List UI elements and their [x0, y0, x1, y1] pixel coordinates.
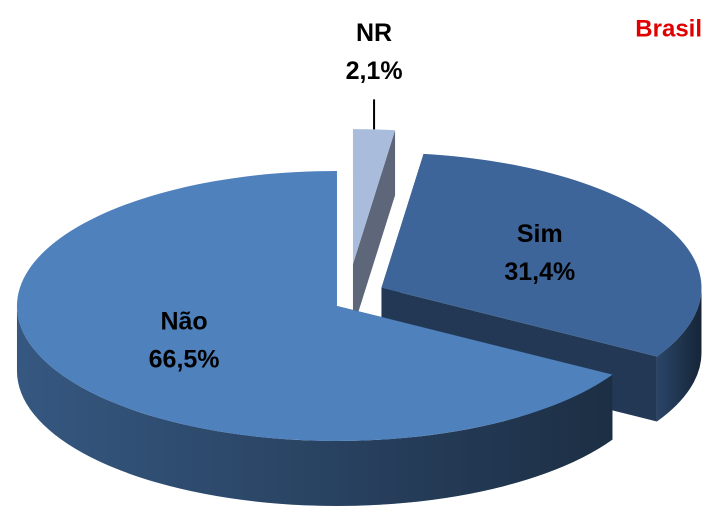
slice-top — [16, 170, 613, 441]
slice-wall — [352, 130, 396, 330]
slice-value-label: 31,4% — [504, 258, 575, 286]
slice-label: Sim — [517, 220, 563, 248]
slice-side-shade — [16, 305, 613, 506]
slice-side-shade — [656, 287, 702, 422]
chart-title: Brasil — [635, 15, 702, 42]
slice-value-label: 2,1% — [346, 57, 403, 85]
slice-value-label: 66,5% — [149, 345, 220, 373]
slice-top — [352, 129, 396, 265]
slice-top — [381, 153, 702, 357]
slice — [16, 170, 613, 506]
slice — [352, 129, 396, 330]
slice-label: Não — [160, 307, 207, 335]
slice-label: NR — [356, 19, 392, 47]
